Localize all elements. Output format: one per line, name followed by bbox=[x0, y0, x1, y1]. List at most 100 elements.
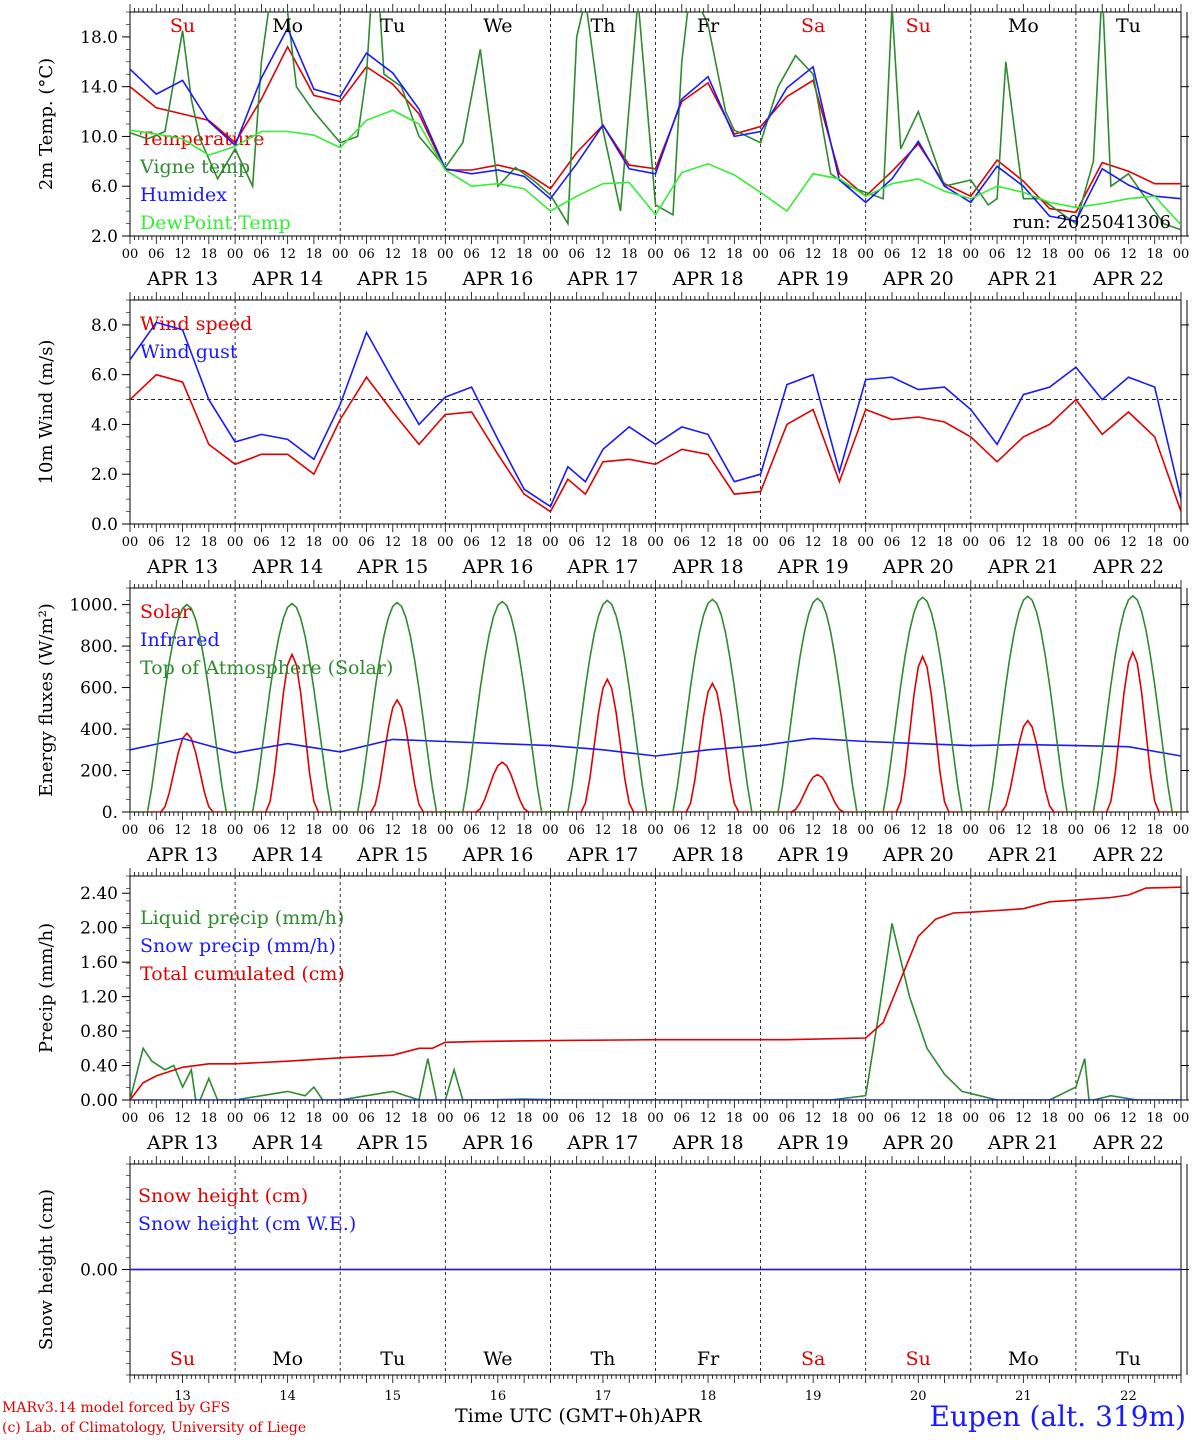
weekday-label: Tu bbox=[380, 1348, 405, 1370]
y-axis-label: 2m Temp. (°C) bbox=[36, 58, 57, 190]
hour-label: 12 bbox=[805, 1111, 822, 1126]
hour-label: 00 bbox=[647, 1111, 664, 1126]
y-tick-label: 6.0 bbox=[91, 366, 118, 386]
date-label: APR 21 bbox=[987, 1132, 1059, 1154]
hour-label: 06 bbox=[463, 535, 480, 550]
hour-label: 06 bbox=[148, 247, 165, 262]
date-label: APR 14 bbox=[251, 844, 323, 866]
y-tick-label: 0.00 bbox=[80, 1091, 118, 1111]
date-label: APR 19 bbox=[777, 556, 849, 578]
hour-label: 18 bbox=[1146, 823, 1163, 838]
hour-label: 00 bbox=[963, 247, 980, 262]
hour-label: 18 bbox=[1041, 535, 1058, 550]
weekday-label: Su bbox=[906, 15, 931, 37]
hour-label: 00 bbox=[752, 535, 769, 550]
date-label: APR 18 bbox=[672, 1132, 744, 1154]
y-axis-label: Energy fluxes (W/m²) bbox=[36, 603, 57, 797]
y-tick-label: 400. bbox=[80, 720, 118, 740]
hour-label: 12 bbox=[595, 535, 612, 550]
series-line-1 bbox=[130, 45, 1181, 214]
weekday-label: Sa bbox=[801, 1348, 825, 1370]
hour-label: 18 bbox=[1146, 247, 1163, 262]
hour-label: 18 bbox=[726, 247, 743, 262]
hour-label: 00 bbox=[227, 535, 244, 550]
hour-label: 12 bbox=[1120, 1111, 1137, 1126]
hour-label: 12 bbox=[595, 1111, 612, 1126]
legend-entry-3: Total cumulated (cm) bbox=[140, 963, 345, 985]
hour-label: 12 bbox=[805, 535, 822, 550]
date-label: APR 18 bbox=[672, 844, 744, 866]
panel-2: 0.0 2.0 4.0 6.0 8.0 10m Wind (m/s) Wind speed W… bbox=[36, 292, 1189, 578]
hour-label: 18 bbox=[201, 247, 218, 262]
hour-label: 06 bbox=[884, 1111, 901, 1126]
weekday-label: Tu bbox=[1116, 1348, 1141, 1370]
hour-label: 00 bbox=[1068, 535, 1085, 550]
hour-label: 06 bbox=[358, 535, 375, 550]
y-tick-label: 4.0 bbox=[91, 415, 118, 435]
hour-label: 00 bbox=[542, 535, 559, 550]
series-line-2 bbox=[130, 737, 1181, 757]
hour-label: 00 bbox=[647, 535, 664, 550]
hour-label: 18 bbox=[621, 1111, 638, 1126]
day-number: 13 bbox=[174, 1389, 191, 1404]
day-number: 15 bbox=[384, 1389, 401, 1404]
date-label: APR 16 bbox=[461, 1132, 533, 1154]
legend-entry-4: DewPoint Temp bbox=[140, 212, 291, 234]
y-tick-label: 2.00 bbox=[80, 919, 118, 939]
series-line-3 bbox=[130, 26, 1181, 222]
date-label: APR 18 bbox=[672, 556, 744, 578]
hour-label: 06 bbox=[463, 247, 480, 262]
date-label: APR 15 bbox=[356, 1132, 428, 1154]
hour-label: 00 bbox=[542, 247, 559, 262]
hour-label: 12 bbox=[1015, 823, 1032, 838]
series-line-1 bbox=[130, 923, 1181, 1100]
date-label: APR 21 bbox=[987, 844, 1059, 866]
hour-label: 18 bbox=[831, 247, 848, 262]
hour-label: 06 bbox=[989, 247, 1006, 262]
date-label: APR 20 bbox=[882, 1132, 954, 1154]
hour-label: 12 bbox=[1015, 247, 1032, 262]
hour-label: 18 bbox=[306, 247, 323, 262]
hour-label: 00 bbox=[227, 1111, 244, 1126]
hour-label: 12 bbox=[910, 535, 927, 550]
hour-label: 00 bbox=[647, 247, 664, 262]
hour-label: 18 bbox=[411, 1111, 428, 1126]
hour-label: 18 bbox=[936, 247, 953, 262]
hour-label: 06 bbox=[463, 823, 480, 838]
date-label: APR 22 bbox=[1092, 1132, 1164, 1154]
hour-label: 00 bbox=[542, 1111, 559, 1126]
day-number: 21 bbox=[1015, 1389, 1032, 1404]
hour-label: 12 bbox=[490, 247, 507, 262]
hour-label: 06 bbox=[779, 823, 796, 838]
date-label: APR 17 bbox=[566, 844, 638, 866]
date-label: APR 22 bbox=[1092, 268, 1164, 290]
y-axis-label: Precip (mm/h) bbox=[36, 923, 57, 1053]
hour-label: 12 bbox=[700, 535, 717, 550]
hour-label: 00 bbox=[1068, 247, 1085, 262]
hour-label: 00 bbox=[227, 823, 244, 838]
hour-label: 06 bbox=[884, 823, 901, 838]
date-label: APR 14 bbox=[251, 1132, 323, 1154]
hour-label: 06 bbox=[253, 247, 270, 262]
hour-label: 18 bbox=[831, 1111, 848, 1126]
date-label: APR 16 bbox=[461, 844, 533, 866]
weekday-label: Fr bbox=[697, 15, 720, 37]
hour-label: 06 bbox=[674, 247, 691, 262]
lab-credit: (c) Lab. of Climatology, University of L… bbox=[2, 1420, 307, 1436]
hour-label: 06 bbox=[1094, 247, 1111, 262]
y-tick-label: 8.0 bbox=[91, 316, 118, 336]
hour-label: 06 bbox=[674, 1111, 691, 1126]
hour-label: 12 bbox=[805, 247, 822, 262]
y-tick-label: 10.0 bbox=[80, 127, 118, 147]
hour-label: 18 bbox=[726, 1111, 743, 1126]
hour-label: 18 bbox=[1146, 535, 1163, 550]
x-axis-title: Time UTC (GMT+0h) bbox=[455, 1405, 661, 1427]
date-label: APR 17 bbox=[566, 1132, 638, 1154]
date-label: APR 21 bbox=[987, 268, 1059, 290]
y-tick-label: 2.0 bbox=[91, 465, 118, 485]
hour-label: 12 bbox=[910, 823, 927, 838]
y-tick-label: 200. bbox=[80, 762, 118, 782]
hour-label: 12 bbox=[1120, 247, 1137, 262]
panel-1: 2.0 6.0 10.0 14.0 18.0 2m Temp. (°C) Temperatu… bbox=[36, 4, 1189, 290]
